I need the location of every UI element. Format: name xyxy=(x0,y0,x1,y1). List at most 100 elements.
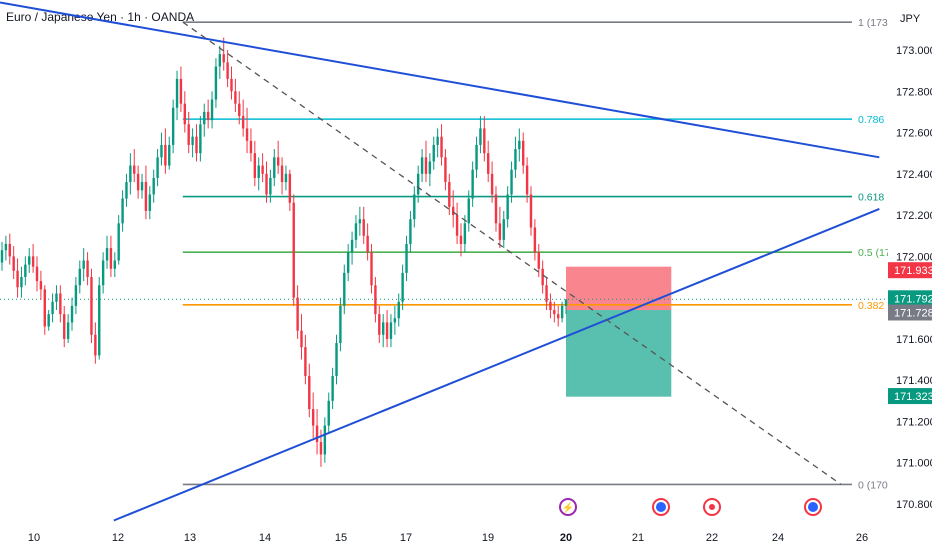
candle-body xyxy=(533,227,537,253)
candle-body xyxy=(331,376,334,401)
candle-body xyxy=(467,198,470,224)
candle-body xyxy=(136,173,140,191)
candle-body xyxy=(203,111,206,125)
candle-body xyxy=(401,272,404,302)
trendline[interactable] xyxy=(113,207,880,522)
candle-body xyxy=(490,173,494,195)
candle-body xyxy=(557,314,560,319)
trendline[interactable] xyxy=(0,1,880,159)
candle-body xyxy=(553,310,556,315)
x-tick-label: 12 xyxy=(112,532,124,544)
candle-body xyxy=(529,194,533,228)
candle-body xyxy=(397,301,400,319)
candle-body xyxy=(522,140,525,166)
candle-body xyxy=(47,314,50,327)
x-tick-label: 19 xyxy=(482,532,494,544)
candle-body xyxy=(494,194,498,224)
y-tick-label: 170.800 xyxy=(896,499,932,511)
candle-body xyxy=(284,173,288,183)
candle-body xyxy=(451,206,455,216)
candle-body xyxy=(362,219,365,236)
price-tag-label: 171.792 xyxy=(894,293,932,305)
candle-body xyxy=(31,256,35,267)
price-tag xyxy=(888,262,932,279)
candle-body xyxy=(152,177,155,195)
candle-body xyxy=(405,243,408,273)
candle-body xyxy=(86,260,89,277)
candle-body xyxy=(346,252,350,273)
candle-body xyxy=(82,260,85,269)
candle-body xyxy=(436,136,439,145)
candle-body xyxy=(140,182,144,191)
candle-body xyxy=(374,285,377,315)
candle-body xyxy=(238,103,241,117)
candle-body xyxy=(335,343,338,377)
candle-body xyxy=(28,256,31,265)
candle-body xyxy=(59,293,62,315)
candle-body xyxy=(43,289,46,327)
candle-body xyxy=(144,182,148,211)
candle-body xyxy=(319,442,323,455)
candle-body xyxy=(560,305,564,319)
candle-body xyxy=(300,330,303,348)
y-tick-label: 171.400 xyxy=(896,375,932,387)
candle-body xyxy=(428,161,432,174)
candle-body xyxy=(269,177,272,195)
y-tick-label: 171.600 xyxy=(896,334,932,346)
candle-body xyxy=(327,400,330,426)
candle-body xyxy=(323,425,327,455)
candle-body xyxy=(160,144,163,158)
x-tick-label: 13 xyxy=(184,532,196,544)
candle-body xyxy=(366,235,369,253)
candle-body xyxy=(381,322,385,335)
candle-body xyxy=(218,54,222,67)
candle-body xyxy=(471,169,474,199)
candle-body xyxy=(214,66,218,100)
candle-body xyxy=(455,215,459,236)
candle-body xyxy=(378,314,381,335)
candle-body xyxy=(385,322,389,339)
candle-body xyxy=(420,157,424,174)
y-tick-label: 171.000 xyxy=(896,458,932,470)
candle-body xyxy=(105,248,109,261)
lightning-event-icon[interactable] xyxy=(559,498,577,516)
candle-body xyxy=(296,297,299,331)
candle-body xyxy=(537,252,540,269)
candle-body xyxy=(350,239,354,253)
candle-body xyxy=(121,198,124,224)
candle-body xyxy=(117,223,120,261)
candle-body xyxy=(413,194,416,220)
fib-level-label: 0 (170.8 xyxy=(858,479,897,491)
x-tick-label: 24 xyxy=(772,532,784,544)
candle-body xyxy=(63,314,66,339)
candle-body xyxy=(416,173,420,195)
candle-body xyxy=(98,285,101,356)
candle-body xyxy=(545,285,548,302)
candle-body xyxy=(514,149,517,170)
candle-body xyxy=(483,128,486,154)
candle-body xyxy=(191,136,194,145)
candle-body xyxy=(276,157,280,166)
candle-body xyxy=(253,153,257,178)
candle-body xyxy=(273,157,276,178)
candle-body xyxy=(444,157,447,183)
candle-body xyxy=(125,182,128,199)
x-tick-label: 26 xyxy=(856,532,868,544)
candle-body xyxy=(179,78,183,104)
candle-body xyxy=(164,144,167,166)
candle-body xyxy=(195,136,198,154)
candle-body xyxy=(210,99,214,121)
candle-body xyxy=(245,128,249,141)
y-tick-label: 171.200 xyxy=(896,416,932,428)
chart-title: Euro / Japanese Yen · 1h · OANDA xyxy=(6,10,195,24)
candle-body xyxy=(440,136,443,158)
candle-body xyxy=(424,157,428,174)
candle-body xyxy=(510,169,513,195)
candle-body xyxy=(12,256,15,271)
candle-body xyxy=(20,277,23,288)
candle-body xyxy=(16,270,19,288)
candle-body xyxy=(261,165,264,174)
y-tick-label: 172.000 xyxy=(896,251,932,263)
price-tag xyxy=(888,304,932,321)
y-tick-label: 173.000 xyxy=(896,45,932,57)
